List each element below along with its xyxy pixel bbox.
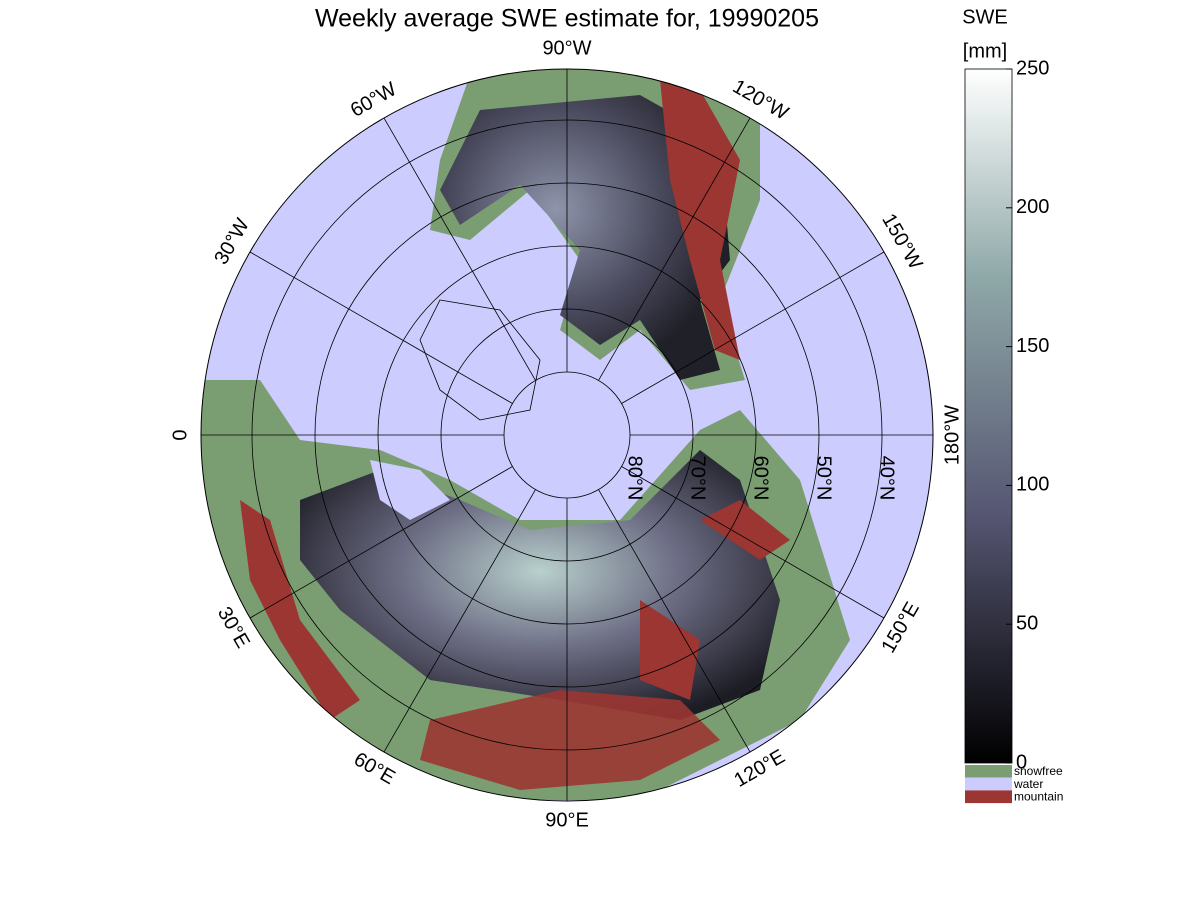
meridian	[383, 117, 536, 381]
land-mountain	[700, 500, 790, 560]
parallel-label: 60°N	[750, 456, 772, 501]
meridian	[249, 466, 513, 619]
meridian	[249, 251, 513, 404]
legend-swatch	[965, 790, 1012, 804]
colorbar	[964, 68, 1013, 764]
meridian	[621, 251, 885, 404]
colorbar-label: SWE	[962, 6, 1008, 28]
colorbar-tick-label: 100	[1016, 474, 1049, 496]
legend-swatch	[965, 777, 1012, 791]
map-area	[201, 69, 933, 801]
meridian-label: 0	[169, 429, 191, 440]
meridian-label: 90°E	[545, 809, 589, 831]
parallel-label: 70°N	[687, 456, 709, 501]
colorbar-tick-label: 250	[1016, 57, 1049, 79]
parallel-label: 40°N	[876, 456, 898, 501]
sea	[370, 460, 450, 520]
colorbar-tick-label: 0	[1016, 751, 1027, 773]
colorbar-tick-label: 150	[1016, 335, 1049, 357]
meridian	[598, 117, 751, 381]
meridian	[621, 466, 885, 619]
colorbar-tick-label: 200	[1016, 196, 1049, 218]
legend-label: water	[1013, 777, 1043, 791]
meridian	[383, 489, 536, 753]
parallel-label: 80°N	[624, 456, 646, 501]
land-mountain	[640, 600, 700, 700]
land-mountain	[420, 690, 720, 790]
colorbar-tick-label: 50	[1016, 612, 1038, 634]
meridian	[598, 489, 751, 753]
legend-swatch	[965, 765, 1012, 778]
greenland	[419, 299, 541, 421]
parallel-label: 50°N	[813, 456, 835, 501]
colorbar-label: [mm]	[963, 40, 1007, 62]
legend-label: snowfree	[1014, 764, 1063, 778]
meridian-label: 90°W	[542, 37, 591, 59]
meridian-label: 180°W	[941, 405, 963, 465]
legend-label: mountain	[1014, 790, 1063, 804]
title: Weekly average SWE estimate for, 1999020…	[315, 5, 819, 33]
map-border	[200, 68, 934, 802]
land-snow	[440, 95, 730, 380]
land-mountain	[240, 500, 360, 720]
land-mountain	[660, 80, 740, 360]
